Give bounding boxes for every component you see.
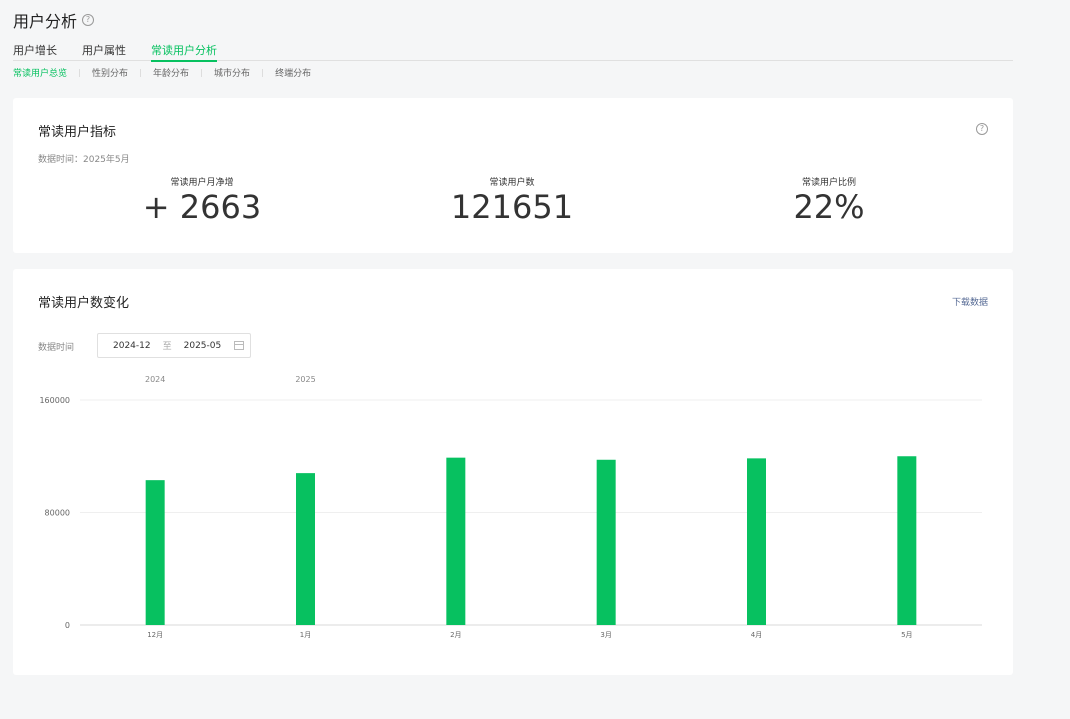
- y-tick-label: 0: [65, 621, 70, 630]
- range-start[interactable]: 2024-12: [113, 340, 151, 351]
- divider: [79, 68, 81, 77]
- bar: [446, 457, 466, 625]
- sub-tabs: 常读用户总览 性别分布 年龄分布 城市分布 终端分布: [13, 66, 311, 79]
- metrics-card: 常读用户指标 ? 数据时间：2025年5月 常读用户月净增 + 2663 常读用…: [13, 98, 1013, 253]
- divider: [140, 68, 142, 77]
- calendar-icon[interactable]: [234, 341, 244, 350]
- divider: [201, 68, 203, 77]
- range-to: 至: [162, 342, 172, 352]
- metric-label: 常读用户月净增: [170, 178, 234, 188]
- subtab-city[interactable]: 城市分布: [214, 69, 251, 79]
- bar-chart: 0 80000 160000 12月 1月 2月 3月 4月 5月 2024 2025: [39, 375, 982, 639]
- metrics-card-title: 常读用户指标: [38, 125, 117, 140]
- x-tick-label: 12月: [147, 631, 163, 639]
- metric-user-count: 常读用户数 121651: [412, 175, 612, 225]
- x-tick-label: 1月: [300, 631, 311, 639]
- data-time: 数据时间：2025年5月: [38, 155, 130, 165]
- download-data-link[interactable]: 下载数据: [951, 298, 988, 308]
- x-tick-label: 3月: [600, 631, 611, 639]
- date-range-picker[interactable]: 2024-12 至 2025-05: [97, 333, 251, 358]
- year-label: 2024: [145, 375, 165, 384]
- page-title-text: 用户分析: [13, 12, 78, 31]
- year-label: 2025: [295, 375, 315, 384]
- bar: [296, 473, 315, 625]
- trend-card-title: 常读用户数变化: [38, 296, 130, 311]
- y-tick-label: 80000: [45, 509, 70, 518]
- bar: [747, 458, 766, 625]
- metric-label: 常读用户比例: [801, 178, 856, 188]
- bar: [145, 480, 165, 625]
- tab-frequent-reader-analysis[interactable]: 常读用户分析: [151, 40, 217, 62]
- subtab-overview[interactable]: 常读用户总览: [13, 69, 68, 79]
- divider: [262, 68, 264, 77]
- x-tick-label: 5月: [901, 631, 912, 639]
- page-title: 用户分析 ?: [13, 8, 95, 32]
- bar: [596, 459, 616, 625]
- help-icon[interactable]: ?: [82, 14, 95, 26]
- tab-user-growth[interactable]: 用户增长: [13, 44, 57, 57]
- bar: [897, 456, 917, 625]
- metric-net-growth: 常读用户月净增 + 2663: [102, 175, 302, 225]
- x-tick-label: 2月: [450, 631, 461, 639]
- subtab-age[interactable]: 年龄分布: [153, 69, 190, 79]
- subtab-device[interactable]: 终端分布: [275, 69, 312, 79]
- page-header: 用户分析 ?: [13, 8, 95, 32]
- metric-value: 22%: [793, 188, 865, 226]
- metric-value: + 2663: [142, 188, 262, 226]
- date-range-label: 数据时间: [38, 343, 75, 353]
- metric-user-ratio: 常读用户比例 22%: [729, 175, 929, 225]
- metric-value: 121651: [450, 188, 574, 226]
- metric-label: 常读用户数: [489, 178, 535, 188]
- tab-user-attributes[interactable]: 用户属性: [82, 44, 126, 57]
- x-tick-label: 4月: [751, 631, 762, 639]
- y-tick-label: 160000: [39, 396, 70, 405]
- metrics-help-icon[interactable]: ?: [976, 123, 988, 135]
- range-end[interactable]: 2025-05: [183, 340, 222, 351]
- trend-card: 常读用户数变化 下载数据 数据时间 2024-12 至 2025-05 0 800…: [13, 269, 1013, 675]
- main-tabs: 用户增长 用户属性 常读用户分析: [13, 40, 1013, 62]
- subtab-gender[interactable]: 性别分布: [92, 69, 129, 79]
